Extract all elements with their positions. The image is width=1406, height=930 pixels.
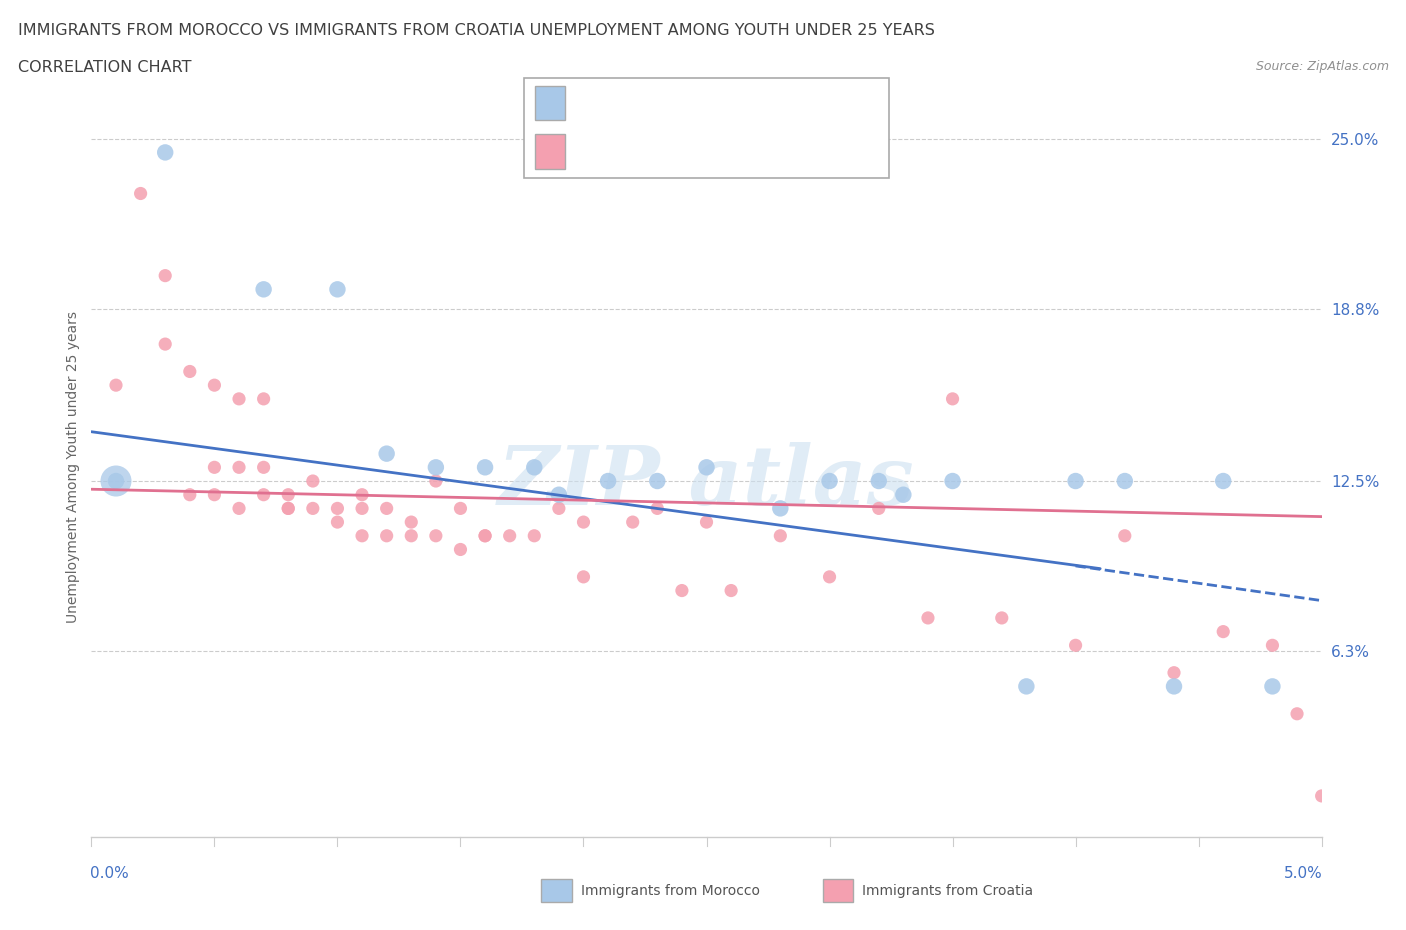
Bar <box>536 134 565 168</box>
Point <box>523 528 546 543</box>
Point <box>253 487 276 502</box>
Point <box>202 460 225 475</box>
Text: Source: ZipAtlas.com: Source: ZipAtlas.com <box>1256 60 1389 73</box>
Point <box>942 392 965 406</box>
Text: 5.0%: 5.0% <box>1284 866 1323 881</box>
Point <box>1064 473 1087 488</box>
Point <box>942 473 965 488</box>
Point <box>1163 665 1185 680</box>
Point <box>253 460 276 475</box>
Point <box>596 473 619 488</box>
Point <box>228 501 250 516</box>
Point <box>228 460 250 475</box>
Point <box>253 282 276 297</box>
Point <box>572 569 595 584</box>
Point <box>498 528 520 543</box>
Point <box>202 487 225 502</box>
Point <box>769 501 792 516</box>
Point <box>326 501 349 516</box>
Point <box>179 364 201 379</box>
Point <box>277 487 299 502</box>
Point <box>105 473 127 488</box>
Point <box>375 446 398 461</box>
Point <box>326 514 349 529</box>
Point <box>523 460 546 475</box>
Point <box>350 528 373 543</box>
Point <box>1286 707 1309 722</box>
Point <box>228 392 250 406</box>
Point <box>474 528 496 543</box>
Text: Immigrants from Croatia: Immigrants from Croatia <box>862 884 1033 898</box>
Point <box>399 514 422 529</box>
Point <box>1261 679 1284 694</box>
Point <box>326 282 349 297</box>
Point <box>277 501 299 516</box>
Text: Immigrants from Morocco: Immigrants from Morocco <box>581 884 759 898</box>
Point <box>105 473 127 488</box>
Point <box>350 487 373 502</box>
Point <box>1064 638 1087 653</box>
FancyBboxPatch shape <box>524 77 889 179</box>
Point <box>917 610 939 625</box>
Point <box>129 186 152 201</box>
Point <box>868 473 890 488</box>
Point <box>1163 679 1185 694</box>
Point <box>301 501 323 516</box>
Point <box>425 473 447 488</box>
Point <box>1261 638 1284 653</box>
Point <box>645 501 668 516</box>
Point <box>375 528 398 543</box>
Point <box>399 528 422 543</box>
Point <box>1310 789 1333 804</box>
Text: ZIP atlas: ZIP atlas <box>498 442 915 522</box>
Point <box>301 473 323 488</box>
Point <box>891 487 914 502</box>
Text: R =  -0.271: R = -0.271 <box>583 94 678 113</box>
Point <box>474 460 496 475</box>
Point <box>179 487 201 502</box>
Point <box>474 528 496 543</box>
Point <box>1114 528 1136 543</box>
Point <box>769 528 792 543</box>
Text: IMMIGRANTS FROM MOROCCO VS IMMIGRANTS FROM CROATIA UNEMPLOYMENT AMONG YOUTH UNDE: IMMIGRANTS FROM MOROCCO VS IMMIGRANTS FR… <box>18 23 935 38</box>
Point <box>645 473 668 488</box>
Bar <box>536 86 565 120</box>
Point <box>425 460 447 475</box>
Text: R = -0.040: R = -0.040 <box>583 142 672 160</box>
Point <box>277 501 299 516</box>
Point <box>449 501 471 516</box>
Point <box>350 501 373 516</box>
Point <box>153 145 177 160</box>
Text: N = 23: N = 23 <box>762 94 825 113</box>
Point <box>1015 679 1038 694</box>
Point <box>696 514 718 529</box>
Point <box>425 528 447 543</box>
Point <box>572 514 595 529</box>
Point <box>105 378 127 392</box>
Point <box>696 460 718 475</box>
Point <box>818 473 841 488</box>
Point <box>547 487 569 502</box>
Point <box>1114 473 1136 488</box>
Point <box>375 501 398 516</box>
Y-axis label: Unemployment Among Youth under 25 years: Unemployment Among Youth under 25 years <box>66 312 80 623</box>
Point <box>671 583 693 598</box>
Point <box>868 501 890 516</box>
Text: 0.0%: 0.0% <box>90 866 129 881</box>
Point <box>449 542 471 557</box>
Point <box>990 610 1012 625</box>
Point <box>547 501 569 516</box>
Point <box>818 569 841 584</box>
Point <box>153 268 177 283</box>
Point <box>253 392 276 406</box>
Point <box>1212 624 1234 639</box>
Text: CORRELATION CHART: CORRELATION CHART <box>18 60 191 75</box>
Point <box>153 337 177 352</box>
Point <box>720 583 742 598</box>
Point <box>621 514 644 529</box>
Point <box>1212 473 1234 488</box>
Text: N = 58: N = 58 <box>762 142 825 160</box>
Point <box>202 378 225 392</box>
